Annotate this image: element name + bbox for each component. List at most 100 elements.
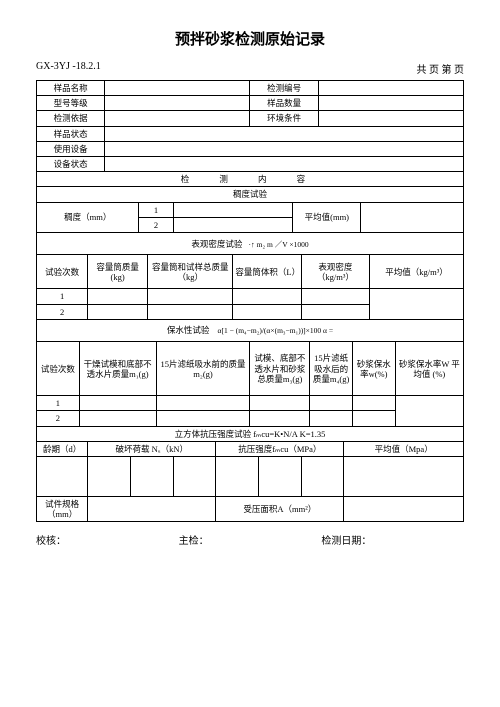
- wr-avg-value: [395, 396, 463, 426]
- consistency-avg-value: [361, 202, 464, 232]
- consistency-table: 稠度试验 稠度（mm） 1 平均值(mm) 2: [36, 187, 464, 233]
- cube-area-label: 受压面积A（mm²）: [216, 497, 344, 522]
- cube-col-age: 龄期（d）: [37, 441, 88, 456]
- density-col-c2: 容量筒和试样总质量（kg）: [148, 255, 233, 289]
- water-ret-title: 保水性试验: [167, 325, 210, 335]
- wr-r1: 1: [37, 396, 80, 411]
- doc-number: GX-3YJ -18.2.1: [36, 61, 101, 76]
- wr-col-c1: 干燥试模和底部不透水片质量m₁(g): [79, 342, 156, 396]
- density-col-c5: 平均值（kg/m³）: [370, 255, 464, 289]
- density-r2-c4: [301, 304, 369, 319]
- consistency-title: 稠度试验: [37, 187, 464, 202]
- cube-load-2: [130, 457, 173, 497]
- density-title: 表观密度试验: [191, 239, 242, 249]
- density-r2: 2: [37, 304, 88, 319]
- label-model-grade: 型号等级: [37, 96, 105, 111]
- cube-str-3: [301, 457, 344, 497]
- cube-load-1: [88, 457, 131, 497]
- cube-title: 立方体抗压强度试验 fₘcu=K•N/A K=1.35: [37, 427, 464, 442]
- label-env-cond: 环境条件: [250, 111, 318, 126]
- cube-col-strength: 抗压强度fₘcu（MPa）: [216, 441, 344, 456]
- cube-col-load: 破坏荷载 Nᵤ（kN）: [88, 441, 216, 456]
- cube-area-value: [344, 497, 464, 522]
- footer-master: 主检：: [179, 532, 322, 547]
- density-col-c4: 表观密度（kg/m³）: [301, 255, 369, 289]
- wr-r2-c3: [250, 411, 310, 426]
- value-equip-state: [105, 156, 464, 171]
- footer-date: 检测日期：: [321, 532, 464, 547]
- wr-r1-c5: [352, 396, 395, 411]
- footer-checker: 校核：: [36, 532, 179, 547]
- consistency-v2: [173, 217, 293, 232]
- density-avg-value: [370, 289, 464, 319]
- water-ret-title-row: 保水性试验 α[1 − (m₄−m₂)/(α×(m₃−m₁))]×100 α =: [37, 320, 464, 342]
- label-equipment: 使用设备: [37, 141, 105, 156]
- section-content-header: 检 测 内 容: [37, 172, 464, 187]
- consistency-n2: 2: [139, 217, 173, 232]
- cube-strength-table: 立方体抗压强度试验 fₘcu=K•N/A K=1.35 龄期（d） 破坏荷载 N…: [36, 427, 464, 523]
- wr-r1-c1: [79, 396, 156, 411]
- cube-spec-label: 试件规格（mm）: [37, 497, 88, 522]
- cube-spec-value: [88, 497, 216, 522]
- value-sample-qty: [318, 96, 463, 111]
- cube-avg-v: [344, 457, 464, 497]
- density-formula: ·↑ m₂ m ／V ×1000: [249, 240, 309, 249]
- label-test-basis: 检测依据: [37, 111, 105, 126]
- value-test-no: [318, 81, 463, 96]
- label-sample-state: 样品状态: [37, 126, 105, 141]
- consistency-avg-label: 平均值(mm): [293, 202, 361, 232]
- wr-col-c6: 砂浆保水率W 平均值 (%): [395, 342, 463, 396]
- density-r1-c3: [233, 289, 301, 304]
- wr-r2-c2: [156, 411, 250, 426]
- content-section: 检 测 内 容: [36, 172, 464, 187]
- cube-load-3: [173, 457, 216, 497]
- consistency-n1: 1: [139, 202, 173, 217]
- info-table: 样品名称 检测编号 型号等级 样品数量 检测依据 环境条件 样品状态 使用设备 …: [36, 80, 464, 172]
- label-sample-qty: 样品数量: [250, 96, 318, 111]
- page-title: 预拌砂浆检测原始记录: [36, 28, 464, 49]
- cube-col-avg: 平均值（Mpa）: [344, 441, 464, 456]
- water-ret-formula: α[1 − (m₄−m₂)/(α×(m₃−m₁))]×100 α =: [218, 326, 334, 335]
- value-sample-name: [105, 81, 250, 96]
- density-r1-c1: [88, 289, 148, 304]
- wr-col-c5: 砂浆保水率w(%): [352, 342, 395, 396]
- wr-col-c4: 15片滤纸吸水后的质量m₄(g): [310, 342, 353, 396]
- wr-r1-c3: [250, 396, 310, 411]
- cube-str-2: [258, 457, 301, 497]
- density-r2-c3: [233, 304, 301, 319]
- value-test-basis: [105, 111, 250, 126]
- wr-col-trial: 试验次数: [37, 342, 80, 396]
- wr-col-c2: 15片滤纸吸水前的质量m₂(g): [156, 342, 250, 396]
- density-col-trial: 试验次数: [37, 255, 88, 289]
- density-r1-c4: [301, 289, 369, 304]
- footer-row: 校核： 主检： 检测日期：: [36, 532, 464, 547]
- wr-r1-c2: [156, 396, 250, 411]
- value-equipment: [105, 141, 464, 156]
- wr-r2: 2: [37, 411, 80, 426]
- density-col-c3: 容量筒体积（L）: [233, 255, 301, 289]
- wr-r2-c1: [79, 411, 156, 426]
- wr-col-c3: 试模、底部不透水片和砂浆总质量m₃(g): [250, 342, 310, 396]
- density-col-c1: 容量筒质量(kg): [88, 255, 148, 289]
- value-env-cond: [318, 111, 463, 126]
- page-marker: 共 页 第 页: [417, 61, 465, 76]
- density-r1-c2: [148, 289, 233, 304]
- header-row: GX-3YJ -18.2.1 共 页 第 页: [36, 61, 464, 76]
- density-r2-c1: [88, 304, 148, 319]
- density-r2-c2: [148, 304, 233, 319]
- label-test-no: 检测编号: [250, 81, 318, 96]
- wr-r1-c4: [310, 396, 353, 411]
- consistency-label: 稠度（mm）: [37, 202, 139, 232]
- density-r1: 1: [37, 289, 88, 304]
- value-sample-state: [105, 126, 464, 141]
- wr-r2-c4: [310, 411, 353, 426]
- label-sample-name: 样品名称: [37, 81, 105, 96]
- consistency-v1: [173, 202, 293, 217]
- density-title-row: 表观密度试验 ·↑ m₂ m ／V ×1000: [37, 233, 464, 255]
- cube-str-1: [216, 457, 259, 497]
- cube-age-v: [37, 457, 88, 497]
- water-retention-table: 保水性试验 α[1 − (m₄−m₂)/(α×(m₃−m₁))]×100 α =…: [36, 320, 464, 427]
- density-table: 表观密度试验 ·↑ m₂ m ／V ×1000 试验次数 容量筒质量(kg) 容…: [36, 233, 464, 320]
- wr-r2-c5: [352, 411, 395, 426]
- value-model-grade: [105, 96, 250, 111]
